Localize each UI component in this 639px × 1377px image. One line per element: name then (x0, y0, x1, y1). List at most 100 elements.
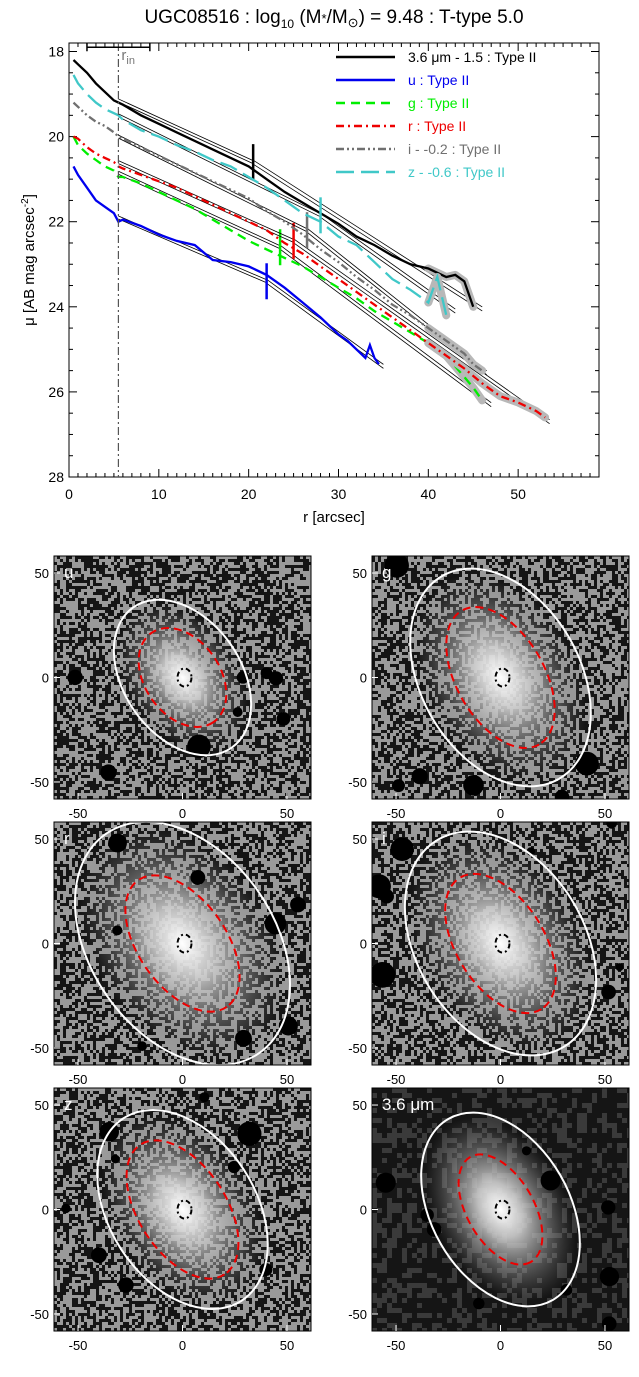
mask-circle (554, 789, 570, 799)
mask-circle (90, 1247, 107, 1264)
x-tick-label: 20 (241, 486, 257, 502)
mask-circle (615, 963, 624, 972)
mask-circle (601, 984, 616, 1000)
image-panel-4: z -50 -50 0 0 50 50 (30, 1087, 312, 1353)
image-panel-3: i -50 -50 0 0 50 50 (348, 821, 630, 1087)
inner-radius-ellipse (176, 1199, 193, 1220)
inner-radius-ellipse (176, 933, 193, 954)
panel-x-tick-label: 0 (497, 1072, 504, 1087)
fit-line (118, 98, 254, 162)
mask-circle (599, 1267, 620, 1287)
mask-circle (112, 925, 123, 936)
mask-circle (372, 961, 396, 988)
legend-label: i - -0.2 : Type II (408, 141, 501, 157)
panel-x-tick-label: -50 (69, 1338, 88, 1353)
fit-line (279, 248, 492, 407)
mask-circle (232, 707, 243, 717)
panel-x-tick-label: 0 (179, 1338, 186, 1353)
inner-radius-ellipse (494, 933, 511, 954)
panel-x-tick-label: 50 (280, 806, 294, 821)
panel-x-tick-label: -50 (387, 1072, 406, 1087)
fit-line (118, 116, 321, 218)
x-tick-labels: 0 10 20 30 40 50 (65, 486, 526, 502)
r-in-label: rin (121, 47, 135, 67)
panel-x-tick-label: 50 (280, 1072, 294, 1087)
panel-x-tick-label: -50 (387, 806, 406, 821)
panel-y-tick-label: -50 (30, 775, 49, 790)
panel-y-tick-label: -50 (348, 1041, 367, 1056)
panel-label: 3.6 μm (382, 1095, 434, 1114)
x-axis-label: r [arcsec] (303, 509, 365, 526)
panel-y-tick-label: 0 (42, 1203, 49, 1218)
fit-line (279, 244, 492, 403)
fit-line (252, 159, 483, 308)
mask-circle (235, 1029, 252, 1047)
panel-y-tick-label: 50 (353, 566, 367, 581)
mask-circle (601, 1200, 616, 1215)
panel-y-tick-label: 0 (360, 671, 367, 686)
panel-label: g (382, 563, 391, 582)
mask-circle (237, 1121, 262, 1146)
plot-area (72, 59, 550, 425)
mask-circle (137, 1041, 148, 1051)
mask-circle (108, 833, 127, 853)
mask-circle (67, 669, 83, 686)
break-ellipse (137, 627, 228, 728)
break-ellipse (457, 1153, 544, 1266)
y-tick-label: 18 (48, 44, 64, 60)
mask-circle (190, 870, 206, 885)
mask-circle (384, 556, 409, 578)
y-tick-labels: 18 20 22 24 26 28 (48, 44, 64, 485)
mask-circle (276, 711, 291, 726)
series-1 (72, 165, 384, 369)
y-tick-label: 28 (48, 469, 64, 485)
mask-circle (118, 1277, 134, 1293)
series-line (72, 165, 380, 365)
panel-x-tick-label: 50 (598, 1072, 612, 1087)
noise-texture (54, 556, 311, 799)
image-panel-2: r -50 -50 0 0 50 50 (30, 821, 312, 1087)
image-panel-0: u -50 -50 0 0 50 50 (30, 555, 312, 821)
panel-y-tick-label: -50 (30, 1307, 49, 1322)
mask-circle (411, 768, 428, 785)
mask-circle (199, 1092, 210, 1103)
panel-label: i (382, 829, 386, 848)
series-line (72, 74, 448, 316)
y-tick-label: 24 (48, 299, 64, 315)
fit-line (118, 218, 267, 284)
mask-circle (463, 774, 484, 796)
galaxy-glow (409, 837, 592, 1050)
mask-circle (187, 734, 211, 759)
panel-y-tick-label: 50 (35, 832, 49, 847)
chart-title: UGC08516 : log10 (M*/M⊙) = 9.48 : T-type… (144, 7, 523, 31)
mask-circle (473, 1297, 485, 1310)
y-axis-label: μ [AB mag arcsec-2] (20, 194, 38, 326)
break-ellipse (124, 874, 241, 1013)
panel-y-tick-label: -50 (348, 1307, 367, 1322)
panel-y-tick-label: -50 (30, 1041, 49, 1056)
fit-line (118, 160, 294, 240)
panel-x-tick-label: 0 (179, 1072, 186, 1087)
panel-y-tick-label: 0 (360, 1203, 367, 1218)
legend-label: r : Type II (408, 118, 466, 134)
inner-radius-ellipse (494, 667, 511, 688)
mask-circle (521, 1146, 532, 1156)
break-ellipse (125, 1139, 240, 1280)
x-tick-label: 0 (65, 486, 73, 502)
mask-circle (606, 822, 617, 829)
legend-label: 3.6 μm - 1.5 : Type II (408, 49, 536, 65)
series-4 (72, 101, 487, 376)
mask-circle (61, 1203, 71, 1214)
mask-circle (391, 779, 405, 793)
galaxy-glow (414, 574, 587, 781)
mask-circle (375, 1172, 396, 1193)
fit-line (293, 238, 550, 421)
panel-x-tick-label: -50 (69, 806, 88, 821)
mask-circle (540, 1170, 561, 1191)
outer-ellipse (112, 598, 253, 757)
panel-x-tick-label: 0 (179, 806, 186, 821)
mask-circle (390, 837, 414, 862)
y-tick-label: 26 (48, 384, 64, 400)
panel-y-tick-label: 50 (353, 832, 367, 847)
